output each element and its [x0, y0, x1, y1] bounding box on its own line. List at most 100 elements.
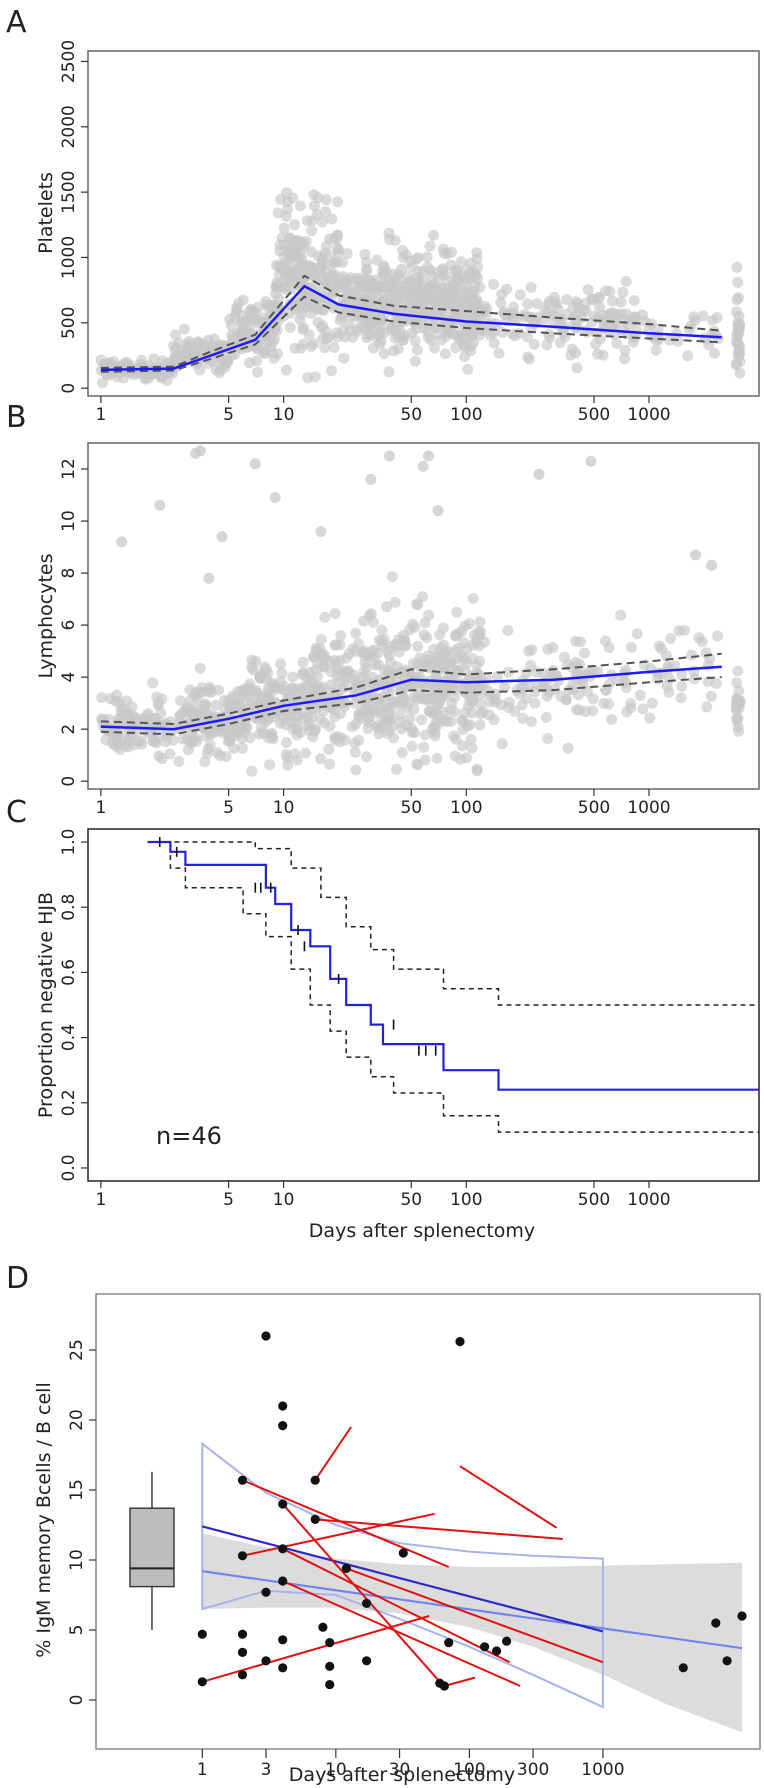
data-point [514, 289, 526, 301]
data-point [184, 684, 196, 696]
data-point [398, 682, 410, 693]
y-axis-label-b: Lymphocytes [35, 553, 57, 678]
data-point [412, 344, 423, 356]
data-point [295, 308, 307, 320]
data-point [365, 473, 377, 485]
data-point [357, 704, 369, 716]
panel-c: C 1 5 10 50 100 500 1000 0.0 0.2 0.4 0.6 0.8 1.0 n=4… [6, 795, 760, 1242]
data-point [131, 717, 143, 729]
data-point [305, 246, 317, 258]
data-point [450, 307, 461, 318]
x-tick-label: 50 [400, 1190, 422, 1210]
x-axis-ticks-d: 1 3 10 30 100 300 1000 0 5 10 15 20 25 [67, 1339, 625, 1780]
data-point [401, 702, 413, 714]
data-point [237, 1670, 248, 1680]
data-point [567, 678, 579, 690]
y-tick-label: 0.2 [59, 1089, 79, 1116]
data-point [320, 206, 332, 218]
data-point [587, 693, 599, 705]
x-tick-label: 1 [95, 1190, 106, 1210]
data-point [468, 337, 479, 349]
boxplot-box [129, 1507, 175, 1588]
data-point [269, 492, 281, 504]
data-point [391, 763, 402, 775]
data-point [676, 680, 688, 692]
data-point [580, 706, 591, 717]
data-point [214, 750, 226, 762]
data-point [326, 365, 337, 377]
data-point [381, 293, 393, 305]
data-point [375, 314, 387, 326]
data-point [408, 691, 420, 703]
data-point [341, 248, 353, 259]
data-point [634, 689, 646, 701]
data-point [154, 499, 166, 511]
y-tick-label: 0 [59, 383, 79, 394]
fit-lines-a [100, 274, 722, 373]
data-point [333, 278, 345, 290]
data-point [492, 1646, 502, 1656]
patient-trend-segment [282, 1547, 511, 1664]
data-point [433, 273, 445, 285]
data-point [213, 684, 224, 696]
data-point [708, 325, 720, 337]
data-point [259, 322, 271, 333]
data-point [646, 697, 658, 709]
data-point [457, 740, 468, 752]
data-point [237, 324, 249, 336]
data-point [278, 1663, 288, 1673]
y-tick-label: 20 [67, 1409, 87, 1431]
data-point [501, 283, 513, 295]
data-point [311, 209, 323, 220]
data-point [240, 722, 252, 734]
data-point [122, 710, 134, 722]
x-axis-ticks-b: 1 5 10 50 100 500 1000 0 2 4 6 8 10 12 [59, 458, 671, 818]
patient-trend-segment [281, 1503, 441, 1683]
data-point [325, 1638, 335, 1648]
data-point [375, 722, 387, 734]
data-point [252, 366, 263, 378]
x-tick-label: 100 [453, 1760, 485, 1780]
x-tick-label: 100 [450, 798, 482, 818]
data-point [219, 694, 230, 706]
data-point [266, 677, 277, 689]
data-point [650, 344, 662, 356]
y-tick-label: 2000 [59, 105, 79, 148]
data-point [488, 337, 500, 349]
data-point [665, 632, 677, 644]
data-point [318, 705, 330, 717]
y-tick-label: 5 [67, 1625, 87, 1636]
data-point [272, 348, 283, 360]
data-point [204, 739, 216, 751]
data-point [406, 740, 418, 752]
data-point [201, 723, 213, 735]
data-point [332, 229, 344, 241]
data-point [297, 656, 309, 668]
data-point [432, 505, 444, 517]
data-point [289, 219, 301, 231]
data-point [509, 705, 521, 717]
data-point [278, 1635, 288, 1645]
data-point [602, 309, 614, 321]
data-point [199, 756, 211, 768]
data-point [612, 309, 624, 321]
data-point [733, 725, 745, 737]
data-point [529, 697, 541, 709]
data-point [366, 317, 377, 329]
data-point [309, 371, 321, 383]
data-point [452, 643, 464, 654]
data-point [301, 215, 313, 227]
data-point [262, 732, 274, 744]
data-point [225, 320, 237, 332]
data-point [732, 276, 744, 288]
data-point [170, 329, 181, 341]
y-tick-label: 1.0 [59, 829, 79, 856]
data-point [184, 341, 196, 353]
data-point [474, 281, 486, 293]
x-tick-label: 1000 [581, 1760, 624, 1780]
data-point [349, 746, 361, 758]
data-point [376, 624, 388, 636]
data-point [574, 636, 586, 648]
data-point [96, 692, 108, 703]
data-point [434, 696, 445, 708]
